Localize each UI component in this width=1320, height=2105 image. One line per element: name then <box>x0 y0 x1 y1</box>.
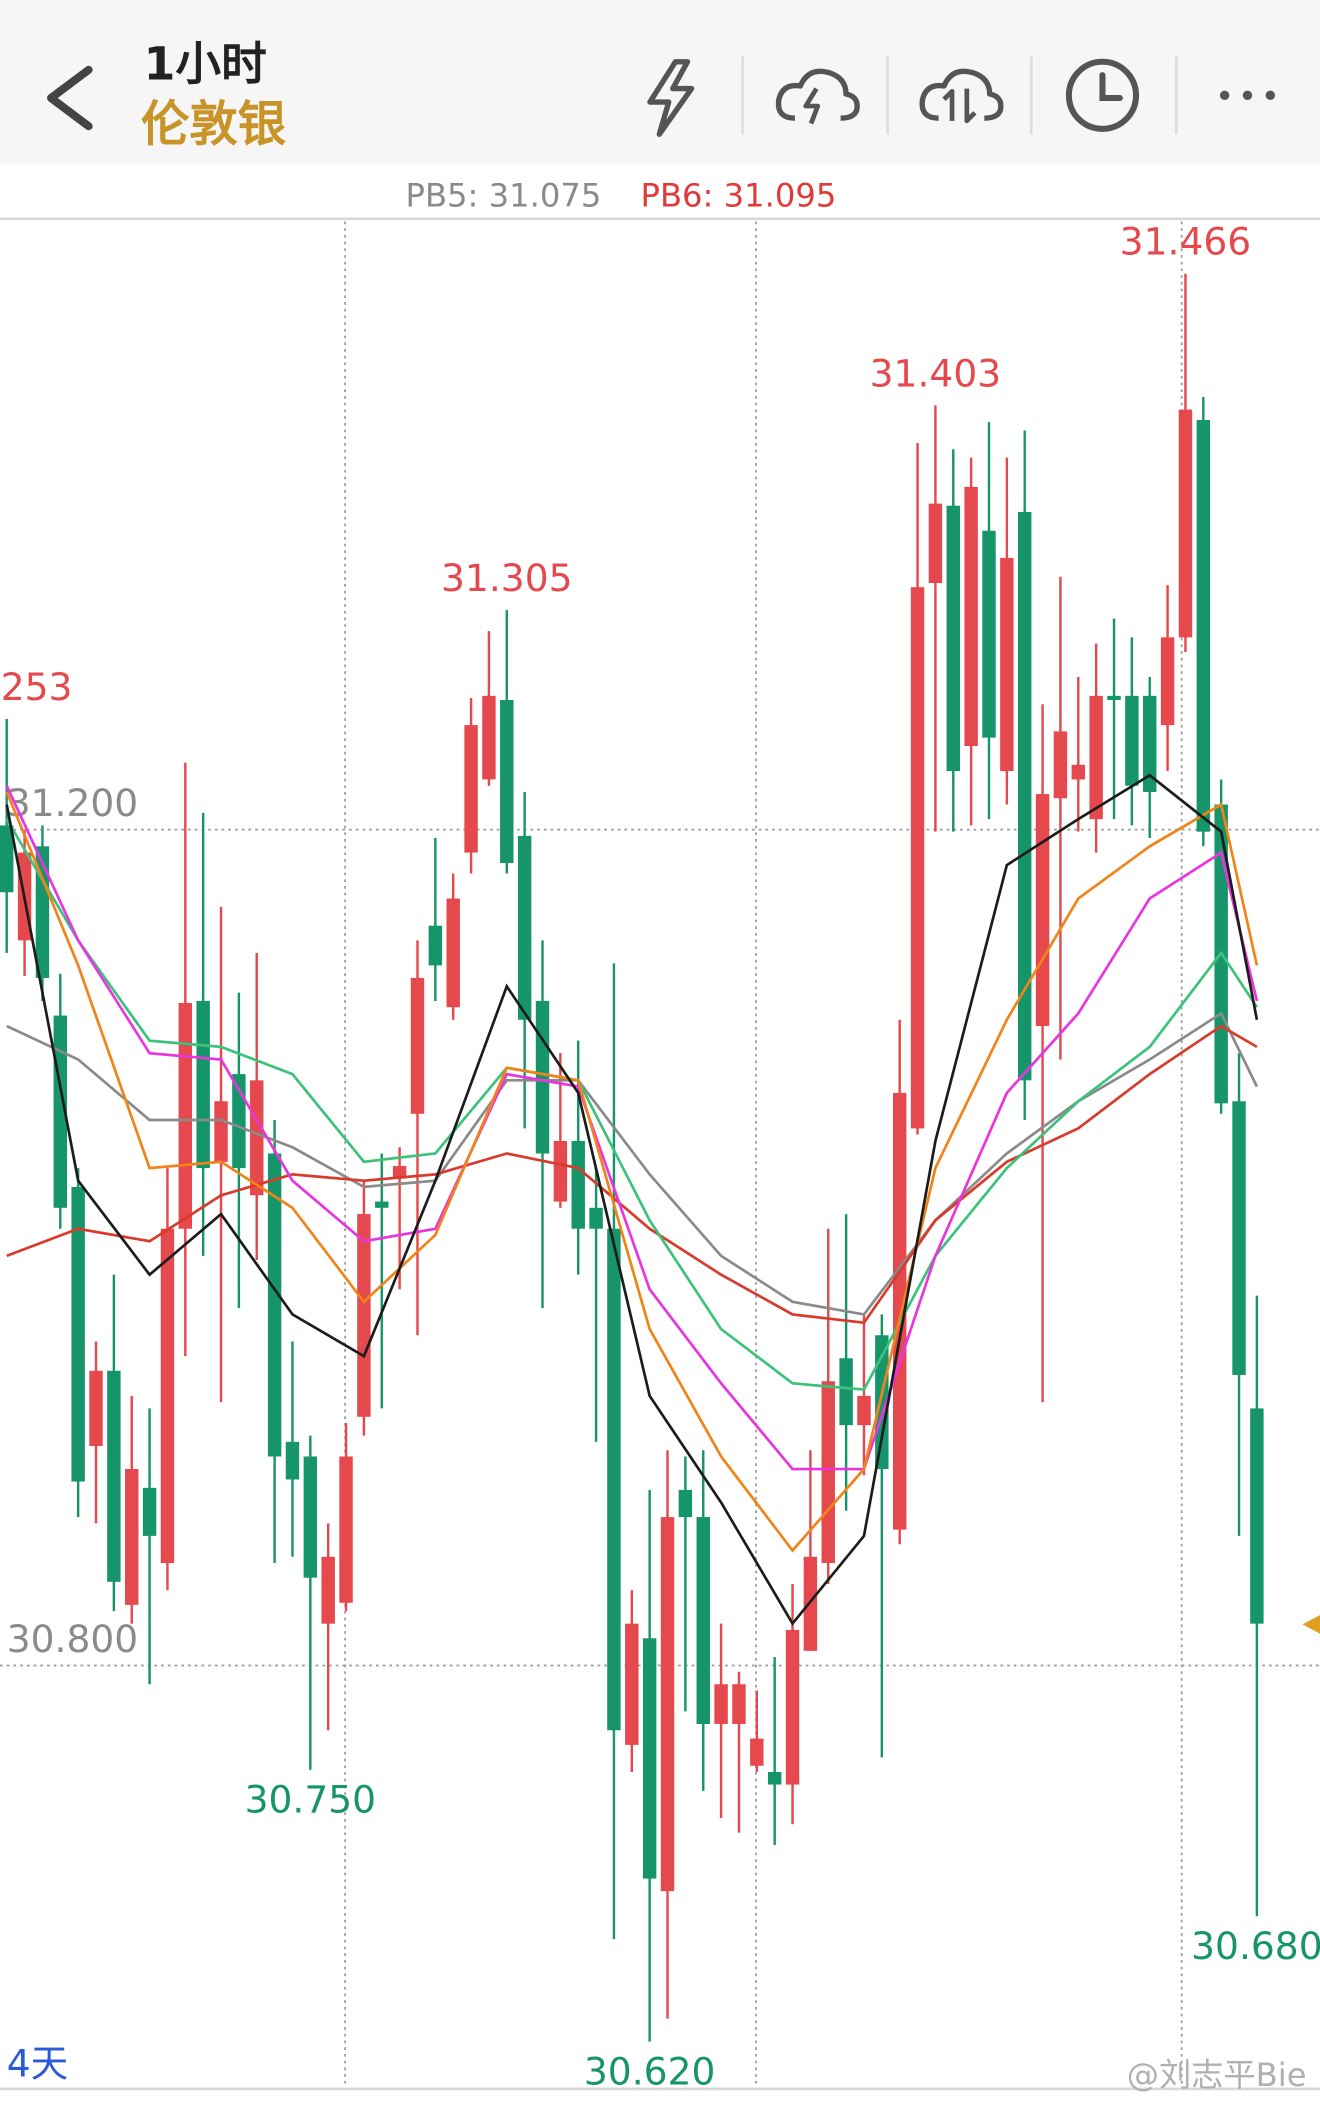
candle-body <box>535 1000 550 1154</box>
candle-body <box>35 846 50 978</box>
extreme-label: 31.466 <box>1120 220 1252 264</box>
moving-average-line <box>5 791 1259 1553</box>
candle-body <box>125 1469 139 1605</box>
candle-body <box>964 486 978 747</box>
candle-body <box>107 1370 121 1582</box>
candle-body <box>250 1080 264 1196</box>
interval-title: 1小时 <box>144 38 267 91</box>
candle-body <box>1017 511 1032 1081</box>
candle-body <box>892 1092 907 1530</box>
extreme-label: 30.750 <box>245 1778 377 1822</box>
candle-body <box>1107 695 1121 701</box>
candle-body <box>142 1487 157 1536</box>
candle-body <box>410 977 425 1114</box>
candle-body <box>678 1489 693 1518</box>
candle-body <box>946 505 960 772</box>
candle-body <box>1035 794 1050 1027</box>
candle-body <box>821 1381 835 1564</box>
candle-body <box>1053 731 1068 799</box>
extreme-label: 31.253 <box>0 665 72 709</box>
candle-body <box>375 1201 389 1208</box>
candle-body <box>357 1214 371 1417</box>
moving-average-line <box>5 773 1259 1626</box>
candle-body <box>285 1441 300 1480</box>
candle-body <box>446 898 460 1008</box>
candle-body <box>714 1684 728 1724</box>
y-tick-label: 30.800 <box>7 1617 139 1661</box>
candle-body <box>1000 557 1014 772</box>
extreme-label: 30.680 <box>1191 1924 1320 1968</box>
candle-body <box>1071 764 1086 780</box>
back-button[interactable] <box>46 65 93 131</box>
candle-body <box>214 1101 228 1162</box>
candle-body <box>553 1140 568 1202</box>
watermark: @刘志平Bie <box>1127 2056 1307 2094</box>
history-icon[interactable] <box>1065 58 1140 132</box>
moving-average-line <box>5 785 1259 1471</box>
candle-body <box>196 1000 210 1169</box>
instrument-title: 伦敦银 <box>141 97 287 153</box>
candle-body <box>0 825 14 893</box>
plot: 31.200 30.800 31.466 31.403 31.305 31.253 30.7… <box>0 220 1320 2093</box>
extreme-label: 30.620 <box>584 2049 716 2093</box>
candle-body <box>750 1738 764 1766</box>
candle-body <box>500 700 514 864</box>
period-label[interactable]: 4天 <box>7 2042 69 2086</box>
candle-body <box>928 503 943 584</box>
candle-body <box>642 1638 657 1879</box>
candle-body <box>267 1153 282 1457</box>
moving-average-line <box>5 818 1259 1392</box>
candle-body <box>392 1166 407 1179</box>
legend-entry: PB5: 31.075 <box>406 176 602 214</box>
candle-body <box>89 1370 103 1447</box>
flash-icon[interactable] <box>647 59 695 137</box>
candle-body <box>785 1629 800 1785</box>
candle-body <box>1160 637 1175 726</box>
candle-body <box>482 695 496 780</box>
candle-body <box>982 530 996 738</box>
candle-body <box>1143 695 1157 792</box>
legend-entry: PB6: 31.095 <box>641 176 837 214</box>
candle-body <box>1178 409 1193 638</box>
candle-body <box>625 1623 639 1745</box>
candle-body <box>464 725 478 853</box>
candle-body <box>178 1003 193 1229</box>
candle-body <box>732 1684 746 1724</box>
candle-body <box>803 1556 818 1651</box>
extreme-label: 31.305 <box>441 556 573 600</box>
candle-body <box>160 1228 175 1564</box>
candle-body <box>696 1517 710 1724</box>
price-pointer <box>1302 1614 1320 1634</box>
candle-body <box>1196 420 1211 832</box>
candle-body <box>875 1335 889 1470</box>
candle-body <box>857 1395 871 1426</box>
candle-body <box>660 1517 675 1892</box>
candle-body <box>71 1186 85 1482</box>
candle-body <box>303 1456 318 1578</box>
moving-average-line <box>6 1024 1258 1325</box>
candle-body <box>1089 695 1103 820</box>
candle-body <box>1250 1408 1264 1624</box>
extreme-label: 31.403 <box>870 351 1002 395</box>
candle-body <box>767 1772 782 1785</box>
candle-body <box>1232 1101 1246 1375</box>
candle-body <box>607 1228 621 1731</box>
candle-body <box>589 1207 603 1229</box>
candle-body <box>517 835 532 1020</box>
more-menu[interactable] <box>1219 90 1276 101</box>
y-tick-label: 31.200 <box>7 781 139 825</box>
cloud-alert-icon[interactable] <box>775 68 860 125</box>
candle-body <box>910 587 925 1129</box>
candle-body <box>321 1556 335 1624</box>
candle-body <box>839 1358 853 1426</box>
candle-body <box>428 925 443 966</box>
candle-body <box>1125 695 1139 786</box>
candle-body <box>571 1140 585 1229</box>
candle-body <box>339 1456 353 1603</box>
cloud-sync-icon[interactable] <box>919 68 1004 124</box>
